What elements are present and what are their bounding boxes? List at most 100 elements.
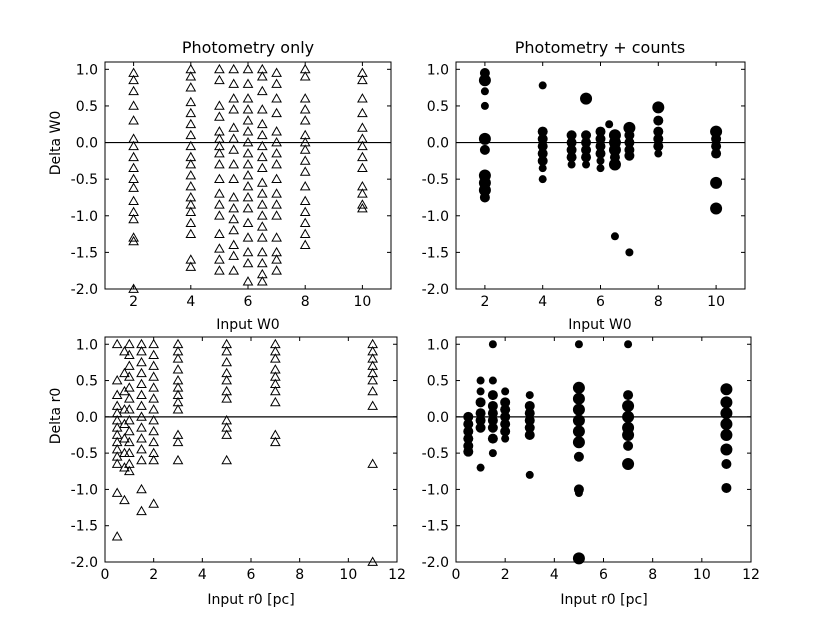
data-point-triangle (185, 159, 197, 169)
data-point-circle (479, 144, 490, 155)
data-point-triangle (256, 177, 268, 187)
data-point-triangle (271, 159, 282, 169)
data-point-circle (538, 81, 547, 90)
data-point-circle (524, 415, 535, 426)
x-tick-label: 10 (353, 294, 371, 310)
data-point-triangle (136, 505, 147, 516)
y-tick-label: -1.5 (422, 245, 449, 261)
data-point-triangle (221, 393, 233, 403)
data-point-triangle (148, 498, 160, 508)
data-point-triangle (242, 126, 254, 136)
data-point-circle (463, 446, 474, 457)
data-point-circle (622, 399, 635, 412)
data-point-triangle (256, 199, 268, 209)
data-point-circle (501, 387, 510, 396)
data-point-circle (476, 463, 485, 472)
x-tick-label: 10 (693, 567, 711, 583)
panel-photometry-r0: Input r0 [pc] Delta r0 0 2 4 6 8 10 12 -2.0 -1.5… (48, 336, 406, 608)
data-point-triangle (256, 118, 268, 129)
data-point-triangle (242, 217, 254, 227)
data-point-circle (537, 155, 548, 166)
y-tick-label: -1.0 (71, 209, 98, 225)
y-tick-label: -1.0 (422, 209, 449, 225)
data-point-triangle (242, 202, 254, 213)
data-point-circle (488, 449, 497, 458)
data-point-circle (574, 489, 583, 498)
data-point-triangle (228, 265, 240, 275)
data-point-triangle (271, 126, 282, 136)
data-point-triangle (256, 210, 268, 220)
data-point-triangle (228, 250, 240, 260)
data-point-triangle (228, 191, 240, 202)
data-point-circle (580, 92, 593, 105)
data-point-triangle (299, 115, 311, 125)
data-point-circle (605, 120, 614, 129)
data-point-circle (476, 387, 485, 396)
x-tick-label: 8 (301, 294, 310, 310)
data-point-triangle (271, 137, 282, 147)
data-point-circle (653, 133, 664, 144)
x-tick-label: 6 (247, 567, 256, 583)
axes-frame (455, 336, 752, 563)
data-point-triangle (123, 382, 135, 392)
data-point-triangle (214, 63, 225, 74)
data-point-triangle (119, 367, 130, 378)
data-point-triangle (271, 254, 282, 264)
data-point-triangle (256, 104, 268, 114)
y-tick-label: 0.5 (427, 374, 449, 390)
x-tick-label: 8 (654, 294, 663, 310)
data-point-triangle (214, 111, 225, 121)
data-point-triangle (136, 389, 147, 399)
data-point-circle (720, 418, 733, 431)
data-point-triangle (299, 155, 311, 165)
data-point-circle (566, 130, 577, 141)
y-tick-label: -2.0 (71, 555, 98, 571)
panel-title: Photometry only (182, 38, 314, 57)
data-point-triangle (123, 465, 135, 476)
data-point-triangle (136, 443, 147, 454)
data-point-triangle (242, 137, 254, 147)
data-point-circle (624, 150, 635, 161)
data-point-triangle (119, 346, 130, 356)
data-point-circle (596, 156, 605, 165)
data-point-circle (711, 148, 722, 159)
data-point-circle (537, 133, 548, 144)
data-point-triangle (214, 199, 225, 209)
data-point-triangle (148, 414, 160, 425)
axes-frame (104, 61, 392, 290)
data-point-circle (608, 158, 621, 171)
data-point-circle (463, 433, 474, 444)
data-point-circle (487, 408, 498, 419)
data-point-triangle (299, 93, 311, 103)
data-point-circle (480, 101, 489, 110)
data-point-circle (653, 141, 664, 152)
data-point-triangle (185, 71, 197, 81)
y-tick-label: 1.0 (427, 62, 449, 78)
data-point-circle (524, 408, 535, 419)
data-point-triangle (136, 433, 147, 443)
data-point-triangle (271, 232, 282, 242)
data-point-circle (720, 383, 733, 396)
x-tick-label: 6 (596, 294, 605, 310)
data-point-triangle (128, 213, 139, 224)
data-point-triangle (123, 425, 135, 436)
data-point-circle (572, 552, 585, 565)
data-point-triangle (128, 140, 139, 151)
data-point-circle (488, 340, 497, 349)
data-point-triangle (242, 169, 254, 180)
x-axis-label: Input W0 (568, 317, 631, 333)
data-point-triangle (185, 107, 197, 118)
data-point-triangle (357, 107, 368, 118)
data-point-triangle (123, 349, 135, 360)
data-point-triangle (148, 425, 160, 436)
data-point-circle (573, 451, 584, 462)
data-point-triangle (357, 151, 368, 162)
data-point-circle (572, 392, 585, 405)
data-point-circle (488, 376, 497, 385)
data-point-circle (567, 160, 576, 169)
y-tick-label: 1.0 (76, 337, 98, 353)
x-axis-label: Input r0 [pc] (207, 592, 294, 608)
data-point-triangle (256, 221, 268, 231)
data-point-triangle (357, 74, 368, 85)
data-point-triangle (242, 257, 254, 268)
